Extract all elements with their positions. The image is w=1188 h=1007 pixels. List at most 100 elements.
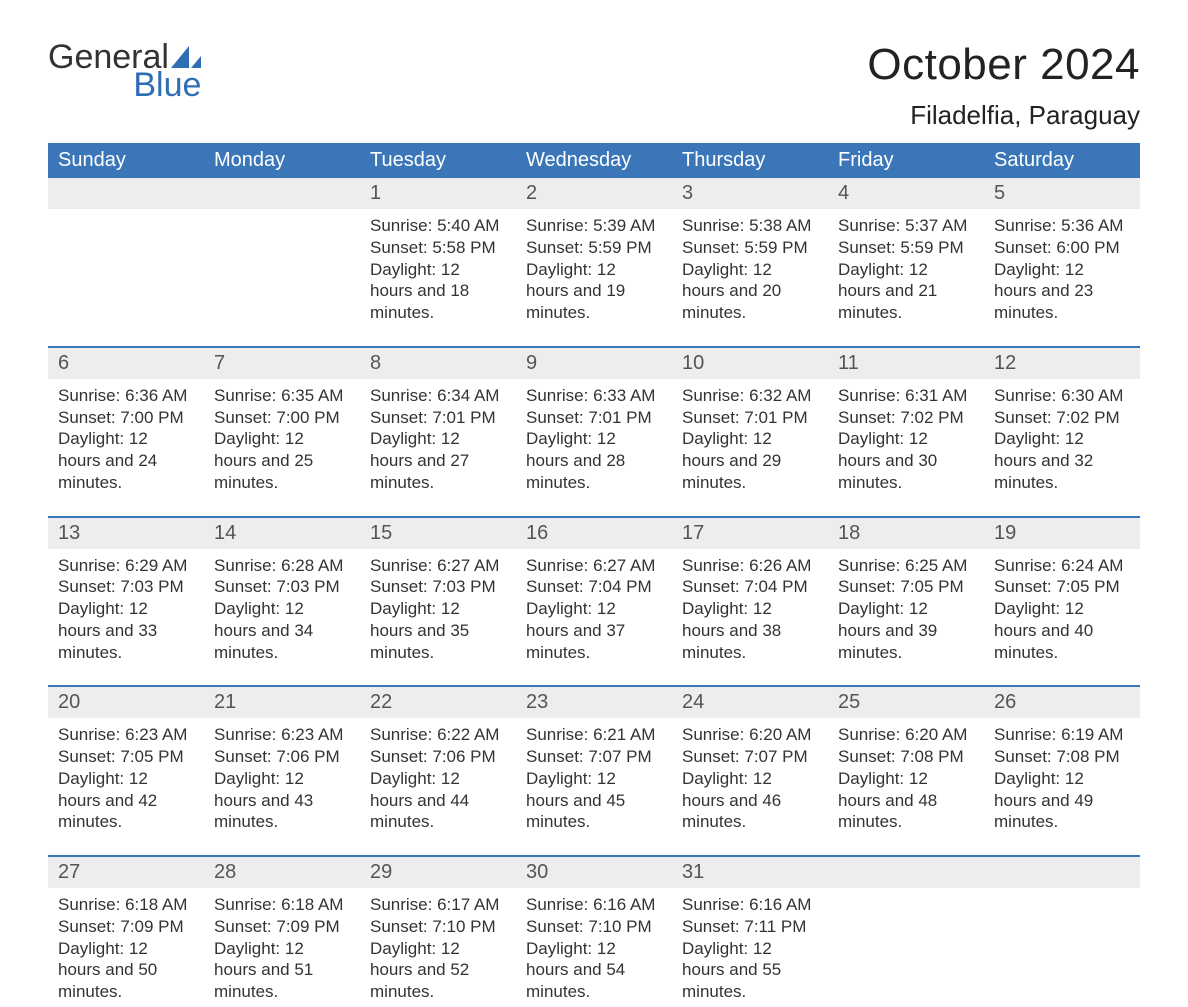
- day-number: [204, 178, 360, 209]
- day-number: 4: [828, 178, 984, 209]
- day-cell: Sunrise: 6:28 AMSunset: 7:03 PMDaylight:…: [204, 549, 360, 668]
- day-cell: Sunrise: 6:16 AMSunset: 7:11 PMDaylight:…: [672, 888, 828, 1007]
- sunrise-text: Sunrise: 6:28 AM: [214, 555, 350, 577]
- day-cell: Sunrise: 6:19 AMSunset: 7:08 PMDaylight:…: [984, 718, 1140, 837]
- calendar-weeks: 12345Sunrise: 5:40 AMSunset: 5:58 PMDayl…: [48, 178, 1140, 1007]
- sunrise-text: Sunrise: 6:36 AM: [58, 385, 194, 407]
- daynum-row: 2728293031: [48, 857, 1140, 888]
- weekday-friday: Friday: [828, 143, 984, 178]
- weekday-saturday: Saturday: [984, 143, 1140, 178]
- day-number: 9: [516, 348, 672, 379]
- sunset-text: Sunset: 7:02 PM: [838, 407, 974, 429]
- daylight-text: Daylight: 12 hours and 18 minutes.: [370, 259, 506, 324]
- sunrise-text: Sunrise: 6:34 AM: [370, 385, 506, 407]
- day-number: [48, 178, 204, 209]
- sunset-text: Sunset: 7:01 PM: [370, 407, 506, 429]
- day-number: 6: [48, 348, 204, 379]
- daylight-text: Daylight: 12 hours and 50 minutes.: [58, 938, 194, 1003]
- logo: General Blue: [48, 40, 201, 102]
- week-row: 12345Sunrise: 5:40 AMSunset: 5:58 PMDayl…: [48, 178, 1140, 328]
- daylight-text: Daylight: 12 hours and 44 minutes.: [370, 768, 506, 833]
- month-title: October 2024: [867, 40, 1140, 90]
- day-number: 10: [672, 348, 828, 379]
- weekday-sunday: Sunday: [48, 143, 204, 178]
- header: General Blue October 2024 Filadelfia, Pa…: [48, 40, 1140, 131]
- sunset-text: Sunset: 7:09 PM: [214, 916, 350, 938]
- day-number: 5: [984, 178, 1140, 209]
- sunset-text: Sunset: 7:06 PM: [370, 746, 506, 768]
- daylight-text: Daylight: 12 hours and 27 minutes.: [370, 428, 506, 493]
- sunset-text: Sunset: 7:08 PM: [994, 746, 1130, 768]
- sunrise-text: Sunrise: 6:25 AM: [838, 555, 974, 577]
- daylight-text: Daylight: 12 hours and 30 minutes.: [838, 428, 974, 493]
- day-cell: Sunrise: 5:39 AMSunset: 5:59 PMDaylight:…: [516, 209, 672, 328]
- day-cell: Sunrise: 6:16 AMSunset: 7:10 PMDaylight:…: [516, 888, 672, 1007]
- day-cell: [204, 209, 360, 328]
- weekday-header-row: SundayMondayTuesdayWednesdayThursdayFrid…: [48, 143, 1140, 178]
- sunrise-text: Sunrise: 6:33 AM: [526, 385, 662, 407]
- day-cell: Sunrise: 6:27 AMSunset: 7:03 PMDaylight:…: [360, 549, 516, 668]
- sunrise-text: Sunrise: 6:17 AM: [370, 894, 506, 916]
- sunset-text: Sunset: 7:03 PM: [370, 576, 506, 598]
- daylight-text: Daylight: 12 hours and 33 minutes.: [58, 598, 194, 663]
- sunset-text: Sunset: 7:05 PM: [58, 746, 194, 768]
- sunset-text: Sunset: 7:11 PM: [682, 916, 818, 938]
- day-number: 3: [672, 178, 828, 209]
- day-cell: Sunrise: 6:26 AMSunset: 7:04 PMDaylight:…: [672, 549, 828, 668]
- daynum-row: 20212223242526: [48, 687, 1140, 718]
- day-number: 25: [828, 687, 984, 718]
- day-cell: [48, 209, 204, 328]
- daylight-text: Daylight: 12 hours and 48 minutes.: [838, 768, 974, 833]
- day-number: 24: [672, 687, 828, 718]
- sunset-text: Sunset: 5:59 PM: [526, 237, 662, 259]
- sunset-text: Sunset: 7:01 PM: [526, 407, 662, 429]
- day-number: 27: [48, 857, 204, 888]
- daylight-text: Daylight: 12 hours and 37 minutes.: [526, 598, 662, 663]
- sunset-text: Sunset: 7:10 PM: [370, 916, 506, 938]
- daylight-text: Daylight: 12 hours and 38 minutes.: [682, 598, 818, 663]
- sunset-text: Sunset: 7:10 PM: [526, 916, 662, 938]
- sunrise-text: Sunrise: 5:36 AM: [994, 215, 1130, 237]
- daylight-text: Daylight: 12 hours and 54 minutes.: [526, 938, 662, 1003]
- weekday-thursday: Thursday: [672, 143, 828, 178]
- sunrise-text: Sunrise: 5:38 AM: [682, 215, 818, 237]
- day-cell: Sunrise: 6:17 AMSunset: 7:10 PMDaylight:…: [360, 888, 516, 1007]
- daylight-text: Daylight: 12 hours and 20 minutes.: [682, 259, 818, 324]
- sunrise-text: Sunrise: 6:31 AM: [838, 385, 974, 407]
- sunrise-text: Sunrise: 6:27 AM: [370, 555, 506, 577]
- day-cell: Sunrise: 6:30 AMSunset: 7:02 PMDaylight:…: [984, 379, 1140, 498]
- daynum-row: 12345: [48, 178, 1140, 209]
- sunset-text: Sunset: 5:59 PM: [682, 237, 818, 259]
- day-number: 15: [360, 518, 516, 549]
- sunrise-text: Sunrise: 5:39 AM: [526, 215, 662, 237]
- sunrise-text: Sunrise: 6:35 AM: [214, 385, 350, 407]
- daylight-text: Daylight: 12 hours and 39 minutes.: [838, 598, 974, 663]
- daylight-text: Daylight: 12 hours and 32 minutes.: [994, 428, 1130, 493]
- daylight-text: Daylight: 12 hours and 43 minutes.: [214, 768, 350, 833]
- sunrise-text: Sunrise: 6:20 AM: [838, 724, 974, 746]
- day-cell: Sunrise: 5:38 AMSunset: 5:59 PMDaylight:…: [672, 209, 828, 328]
- day-number: 8: [360, 348, 516, 379]
- day-number: 12: [984, 348, 1140, 379]
- day-number: 2: [516, 178, 672, 209]
- daylight-text: Daylight: 12 hours and 49 minutes.: [994, 768, 1130, 833]
- sunrise-text: Sunrise: 6:32 AM: [682, 385, 818, 407]
- day-number: 11: [828, 348, 984, 379]
- daynum-row: 6789101112: [48, 348, 1140, 379]
- daynum-row: 13141516171819: [48, 518, 1140, 549]
- day-number: 7: [204, 348, 360, 379]
- sunset-text: Sunset: 7:08 PM: [838, 746, 974, 768]
- sunset-text: Sunset: 6:00 PM: [994, 237, 1130, 259]
- sunrise-text: Sunrise: 6:21 AM: [526, 724, 662, 746]
- sunrise-text: Sunrise: 6:23 AM: [58, 724, 194, 746]
- sunrise-text: Sunrise: 5:37 AM: [838, 215, 974, 237]
- day-cell: Sunrise: 6:21 AMSunset: 7:07 PMDaylight:…: [516, 718, 672, 837]
- daylight-text: Daylight: 12 hours and 46 minutes.: [682, 768, 818, 833]
- daylight-text: Daylight: 12 hours and 29 minutes.: [682, 428, 818, 493]
- calendar: SundayMondayTuesdayWednesdayThursdayFrid…: [48, 143, 1140, 1007]
- day-number: 26: [984, 687, 1140, 718]
- sunrise-text: Sunrise: 6:26 AM: [682, 555, 818, 577]
- sunrise-text: Sunrise: 6:20 AM: [682, 724, 818, 746]
- sunrise-text: Sunrise: 6:27 AM: [526, 555, 662, 577]
- day-number: 23: [516, 687, 672, 718]
